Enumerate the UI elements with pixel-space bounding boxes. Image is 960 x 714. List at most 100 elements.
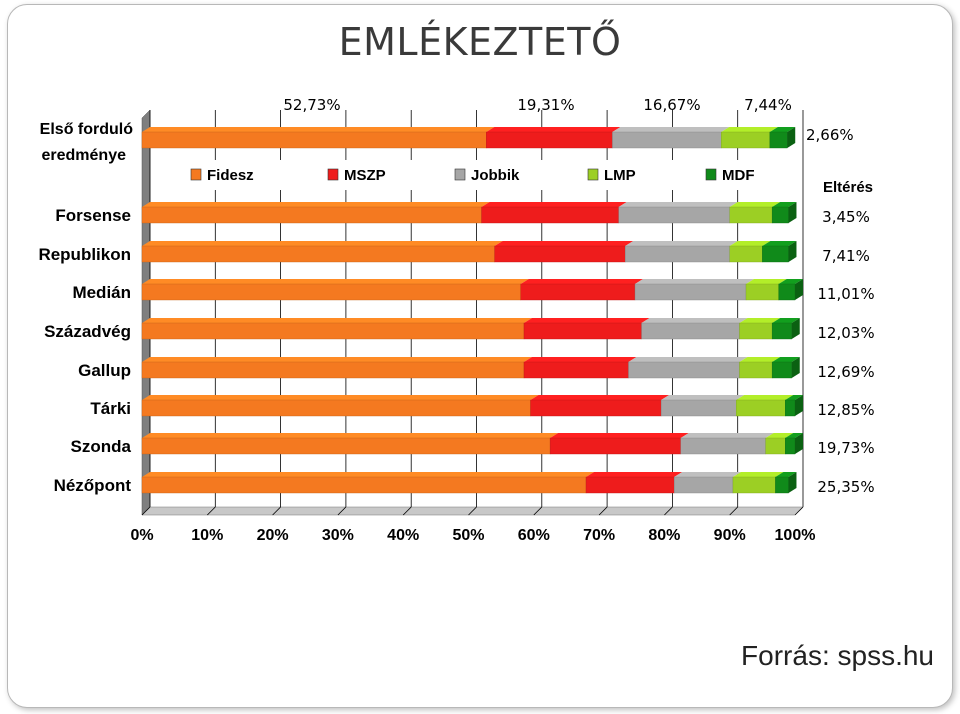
- bar-top-fidesz: [142, 395, 539, 400]
- bar-mszp: [549, 437, 681, 455]
- bar-top-mszp: [524, 318, 650, 323]
- gridline-floor: [664, 506, 673, 516]
- category-label: Gallup: [78, 361, 131, 380]
- bar-mszp: [486, 131, 613, 149]
- bar-mszp: [520, 283, 636, 301]
- bar-mdf: [785, 437, 796, 455]
- bar-end-cap: [787, 127, 796, 148]
- bar-end-cap: [795, 395, 803, 416]
- bar-mdf: [771, 322, 792, 340]
- bar-top-jobbik: [674, 472, 741, 477]
- bar-top-jobbik: [618, 202, 738, 207]
- x-tick-label: 100%: [775, 527, 816, 544]
- bar-fidesz: [141, 361, 525, 379]
- category-label: eredménye: [42, 147, 127, 164]
- gridline-floor: [794, 506, 804, 516]
- bar-top-mszp: [486, 127, 621, 132]
- bar-jobbik: [673, 476, 734, 494]
- bar-top-jobbik: [680, 433, 774, 438]
- x-tick-label: 10%: [191, 527, 223, 544]
- deviation-value: 19,73%: [817, 439, 874, 457]
- category-label: Tárki: [90, 399, 131, 418]
- category-label: Forsense: [55, 206, 131, 225]
- bar-lmp: [745, 283, 779, 301]
- legend-swatch: [587, 168, 599, 181]
- legend-background: [178, 160, 790, 190]
- bar-end-cap: [788, 202, 797, 223]
- bar-mszp: [481, 206, 619, 224]
- bar-mdf: [778, 283, 796, 301]
- bar-top-lmp: [729, 241, 771, 246]
- first-round-mdf-label: 2,66%: [806, 126, 854, 144]
- gridline-floor: [337, 506, 347, 516]
- deviation-value: 12,85%: [817, 401, 874, 419]
- bar-mdf: [762, 245, 789, 263]
- bar-end-cap: [791, 357, 800, 378]
- bar-end-cap: [795, 433, 803, 454]
- category-label: Medián: [72, 283, 131, 302]
- x-tick-label: 30%: [322, 527, 354, 544]
- bar-fidesz: [141, 206, 482, 224]
- bar-jobbik: [625, 245, 730, 263]
- x-tick-label: 80%: [648, 527, 680, 544]
- bar-end-cap: [788, 241, 797, 262]
- bar-lmp: [765, 437, 786, 455]
- legend-label: MDF: [722, 167, 755, 184]
- bar-lmp: [739, 361, 773, 379]
- bar-top-mszp: [550, 433, 689, 438]
- x-tick-label: 60%: [518, 527, 550, 544]
- bar-top-fidesz: [142, 472, 595, 477]
- x-tick-label: 70%: [583, 527, 615, 544]
- deviation-value: 7,41%: [822, 247, 870, 265]
- bar-fidesz: [141, 283, 521, 301]
- bar-top-lmp: [736, 395, 794, 400]
- bar-fidesz: [141, 399, 531, 417]
- bar-top-jobbik: [641, 318, 748, 323]
- bar-mdf: [771, 206, 789, 224]
- bar-jobbik: [628, 361, 740, 379]
- bar-lmp: [721, 131, 771, 149]
- bar-jobbik: [641, 322, 740, 340]
- bar-end-cap: [788, 472, 797, 493]
- bar-mdf: [771, 361, 792, 379]
- bar-jobbik: [612, 131, 722, 149]
- bar-top-fidesz: [142, 357, 533, 362]
- bar-top-mdf: [772, 357, 800, 362]
- bar-fidesz: [141, 322, 525, 340]
- bar-top-mszp: [524, 357, 637, 362]
- bar-top-mdf: [762, 241, 797, 246]
- deviation-header: Eltérés: [823, 179, 873, 196]
- bar-top-lmp: [746, 279, 787, 284]
- x-tick-label: 40%: [387, 527, 419, 544]
- bar-lmp: [736, 399, 786, 417]
- bar-top-fidesz: [142, 318, 533, 323]
- category-label: Nézőpont: [54, 476, 132, 495]
- bar-mdf: [769, 131, 788, 149]
- bar-top-mszp: [494, 241, 634, 246]
- slide-frame: [7, 4, 953, 708]
- bar-lmp: [732, 476, 776, 494]
- bar-top-mszp: [586, 472, 683, 477]
- bar-top-lmp: [739, 357, 781, 362]
- deviation-value: 11,01%: [817, 285, 874, 303]
- bar-mszp: [585, 476, 675, 494]
- legend-label: MSZP: [344, 167, 386, 184]
- bar-fidesz: [141, 245, 495, 263]
- bar-top-mdf: [769, 127, 796, 132]
- top-value-label: 16,67%: [643, 96, 700, 114]
- bar-top-lmp: [721, 127, 778, 132]
- bar-top-jobbik: [661, 395, 745, 400]
- top-value-label: 19,31%: [517, 96, 574, 114]
- gridline-floor: [729, 506, 738, 516]
- chart-side-wall: [141, 109, 151, 516]
- legend-swatch: [705, 168, 717, 181]
- legend-label: Fidesz: [207, 167, 254, 184]
- legend-label: Jobbik: [471, 167, 520, 184]
- legend-label: LMP: [604, 167, 636, 184]
- bar-top-fidesz: [142, 202, 490, 207]
- source-note: Forrás: spss.hu: [741, 640, 934, 671]
- bar-top-jobbik: [628, 357, 748, 362]
- bar-top-lmp: [765, 433, 794, 438]
- bar-lmp: [739, 322, 773, 340]
- deviation-value: 25,35%: [817, 478, 874, 496]
